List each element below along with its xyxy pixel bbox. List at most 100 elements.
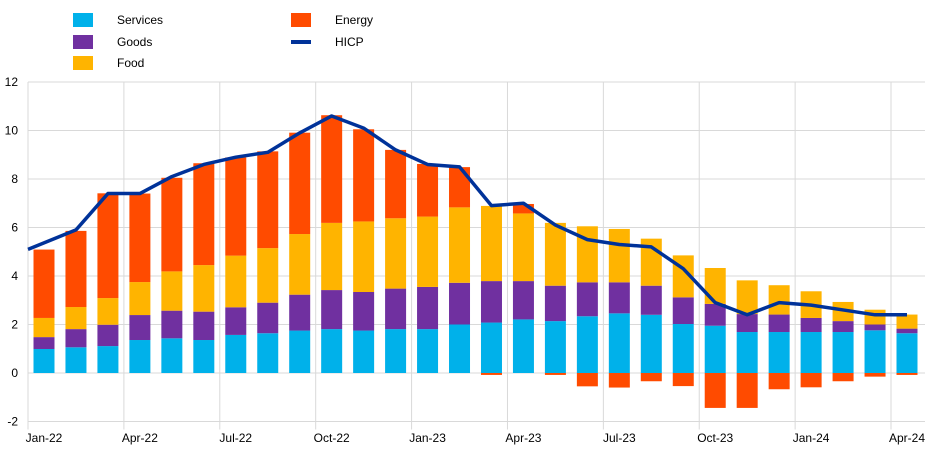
bar-food: [513, 213, 534, 281]
bar-services: [417, 329, 438, 373]
bar-energy: [34, 250, 55, 318]
bar-services: [97, 346, 118, 373]
bar-food: [449, 207, 470, 282]
bar-services: [193, 340, 214, 373]
y-tick-label: 12: [5, 75, 19, 89]
bar-goods: [34, 337, 55, 349]
legend-label-energy: Energy: [335, 13, 373, 27]
bar-goods: [641, 286, 662, 315]
x-tick-label: Oct-22: [314, 431, 350, 445]
y-tick-label: 2: [11, 318, 18, 332]
bar-goods: [513, 281, 534, 319]
bar-food: [417, 217, 438, 287]
x-tick-label: Jul-23: [603, 431, 636, 445]
bar-food: [609, 229, 630, 282]
bar-goods: [225, 307, 246, 335]
bar-goods: [769, 315, 790, 332]
bar-goods: [865, 325, 886, 331]
x-tick-label: Apr-24: [889, 431, 925, 445]
bar-food: [737, 280, 758, 314]
bar-services: [353, 331, 374, 373]
bar-goods: [801, 318, 822, 332]
bar-services: [545, 321, 566, 373]
bar-services: [161, 338, 182, 373]
bar-services: [833, 332, 854, 373]
bar-goods: [97, 325, 118, 346]
bar-energy: [801, 373, 822, 387]
x-tick-label: Apr-22: [122, 431, 158, 445]
bar-food: [225, 256, 246, 308]
bar-food: [769, 285, 790, 314]
bar-food: [161, 271, 182, 310]
y-tick-label: 4: [11, 269, 18, 283]
bar-energy: [97, 193, 118, 298]
bar-services: [737, 332, 758, 373]
bar-services: [225, 335, 246, 373]
bar-services: [481, 323, 502, 373]
bar-services: [385, 329, 406, 373]
bar-goods: [577, 282, 598, 316]
legend-swatch-services: [73, 13, 93, 27]
bar-goods: [481, 281, 502, 322]
x-tick-label: Jan-23: [409, 431, 446, 445]
bar-services: [65, 347, 86, 373]
bar-energy: [577, 373, 598, 386]
bar-services: [801, 332, 822, 373]
legend-label-food: Food: [117, 56, 144, 70]
bar-food: [289, 234, 310, 295]
y-tick-label: 8: [11, 172, 18, 186]
bar-goods: [289, 295, 310, 331]
x-tick-label: Jan-24: [793, 431, 830, 445]
legend-label-goods: Goods: [117, 35, 152, 49]
bar-energy: [353, 129, 374, 221]
bar-goods: [609, 282, 630, 313]
bar-energy: [609, 373, 630, 388]
y-tick-label: 6: [11, 221, 18, 235]
bar-goods: [673, 297, 694, 324]
bar-energy: [129, 194, 150, 283]
bar-energy: [481, 373, 502, 375]
bar-food: [34, 318, 55, 337]
bar-energy: [673, 373, 694, 386]
bar-services: [769, 332, 790, 373]
bar-food: [385, 218, 406, 288]
bar-food: [353, 221, 374, 292]
bar-services: [321, 329, 342, 373]
bar-energy: [417, 164, 438, 217]
x-tick-label: Jan-22: [26, 431, 63, 445]
bar-energy: [705, 373, 726, 408]
bar-energy: [545, 373, 566, 375]
legend-swatch-food: [73, 56, 93, 70]
bar-energy: [161, 178, 182, 272]
bar-food: [705, 268, 726, 304]
bar-energy: [897, 373, 918, 375]
bar-energy: [65, 231, 86, 307]
bar-services: [289, 331, 310, 373]
bar-goods: [161, 311, 182, 339]
bar-services: [449, 325, 470, 374]
bar-food: [321, 223, 342, 290]
bar-goods: [833, 321, 854, 332]
bar-services: [577, 316, 598, 373]
bar-food: [193, 265, 214, 312]
y-tick-label: 10: [5, 124, 19, 138]
bar-services: [34, 349, 55, 373]
x-tick-label: Apr-23: [505, 431, 541, 445]
bar-services: [865, 330, 886, 373]
bar-energy: [289, 133, 310, 234]
bar-goods: [193, 312, 214, 340]
bar-goods: [129, 315, 150, 340]
bar-food: [97, 298, 118, 325]
y-tick-label: -2: [7, 415, 18, 429]
bar-energy: [257, 151, 278, 248]
bar-energy: [225, 157, 246, 255]
bar-goods: [321, 290, 342, 329]
bar-energy: [193, 163, 214, 265]
x-tick-label: Oct-23: [697, 431, 733, 445]
bar-goods: [385, 289, 406, 329]
bar-goods: [65, 329, 86, 347]
bar-energy: [769, 373, 790, 389]
bar-services: [673, 324, 694, 373]
